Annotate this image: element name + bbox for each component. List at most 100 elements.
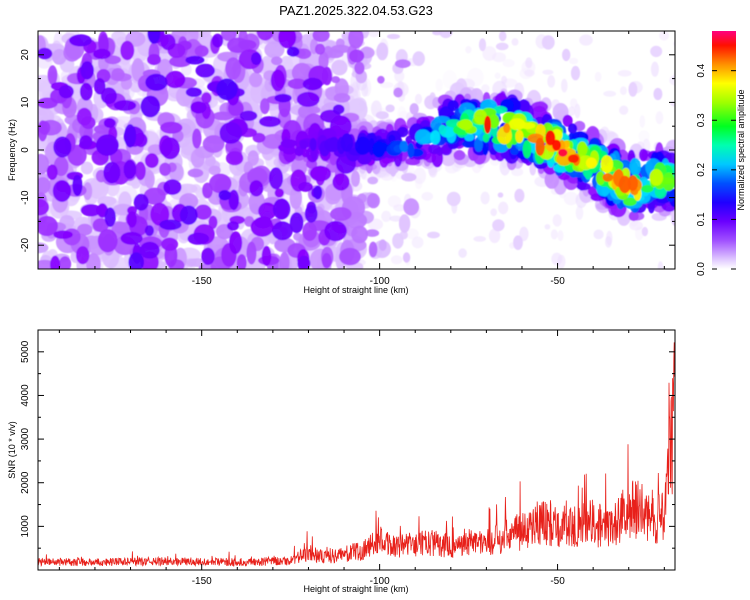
- heatmap-cell: [225, 57, 242, 80]
- heatmap-cell: [366, 193, 380, 209]
- heatmap-cell: [481, 84, 490, 93]
- heatmap-cell: [274, 93, 292, 103]
- snr-frame: [37, 329, 676, 571]
- heatmap-cell: [304, 205, 318, 223]
- heatmap-cell: [309, 165, 332, 182]
- heatmap-cell: [236, 254, 247, 269]
- heatmap-cell: [385, 104, 395, 113]
- heatmap-cell: [113, 100, 137, 111]
- heatmap-cell: [228, 189, 240, 211]
- heatmap-cell: [287, 46, 300, 57]
- colorbar-gradient: [712, 31, 736, 269]
- heatmap-cell: [401, 172, 417, 182]
- heatmap-cell: [299, 140, 309, 150]
- heatmap-cell: [378, 239, 387, 251]
- heatmap-cell: [447, 100, 459, 112]
- heatmap-cell: [552, 214, 562, 227]
- heatmap-cell: [219, 121, 243, 144]
- snr-series-line: [38, 342, 675, 568]
- heatmap-cell: [551, 252, 563, 266]
- y-tick-label: 20: [20, 49, 31, 61]
- heatmap-cell: [415, 129, 431, 145]
- y-tick-label: 4000: [20, 384, 31, 407]
- heatmap-cell: [272, 198, 291, 220]
- heatmap-cell: [330, 207, 352, 221]
- heatmap-cell: [669, 75, 675, 86]
- heatmap-cell: [38, 153, 50, 175]
- heatmap-cell: [271, 56, 283, 66]
- heatmap-cell: [544, 224, 551, 230]
- heatmap-cell: [552, 139, 561, 151]
- snr-background: [38, 330, 675, 570]
- heatmap-cell: [252, 132, 266, 143]
- heatmap-cell: [628, 82, 638, 97]
- heatmap-cell: [140, 95, 161, 118]
- heatmap-cell: [185, 55, 205, 65]
- heatmap-cell: [160, 137, 180, 160]
- heatmap-cell: [262, 133, 285, 149]
- heatmap-cell: [104, 207, 116, 227]
- heatmap-cell: [674, 242, 675, 248]
- heatmap-cell: [557, 148, 568, 157]
- heatmap-cell: [187, 168, 204, 178]
- heatmap-cell: [194, 45, 209, 57]
- heatmap-cell: [605, 236, 612, 248]
- heatmap-cell: [568, 154, 579, 163]
- heatmap-cell: [38, 242, 49, 254]
- heatmap-cell: [92, 218, 109, 233]
- heatmap-cell: [52, 49, 67, 65]
- heatmap-cell: [270, 69, 285, 92]
- snr-x-ticks: -150 -100 -50: [58, 330, 665, 587]
- heatmap-cell: [50, 255, 61, 269]
- y-tick-label: 1000: [20, 515, 31, 538]
- heatmap-cell: [378, 142, 389, 152]
- heatmap-cell: [53, 230, 73, 239]
- snr-y-label: SNR (10 * v/v): [7, 421, 17, 479]
- heatmap-cell: [575, 205, 584, 220]
- heatmap-cell: [324, 137, 341, 153]
- spectrogram-x-label: Height of straight line (km): [303, 285, 408, 295]
- heatmap-cell: [258, 202, 277, 220]
- heatmap-cell: [314, 43, 326, 55]
- heatmap-cell: [494, 72, 501, 79]
- heatmap-cell: [111, 68, 125, 81]
- heatmap-cell: [639, 115, 646, 128]
- y-tick-label: 10: [20, 96, 31, 108]
- heatmap-cell: [187, 232, 210, 245]
- x-tick-label: -100: [370, 576, 390, 587]
- heatmap-cell: [145, 73, 168, 91]
- heatmap-cell: [351, 225, 368, 244]
- heatmap-cell: [403, 198, 420, 216]
- heatmap-cell: [229, 231, 243, 255]
- colorbar-tick-label: 0.3: [696, 113, 707, 127]
- heatmap-cell: [139, 241, 160, 259]
- x-tick-label: -50: [550, 276, 565, 287]
- heatmap-cell: [124, 124, 137, 148]
- x-tick-label: -50: [550, 576, 565, 587]
- heatmap-cell: [133, 193, 149, 211]
- heatmap-cell: [453, 150, 466, 161]
- heatmap-cell: [497, 192, 504, 198]
- heatmap-cell: [128, 252, 144, 269]
- heatmap-cell: [484, 115, 492, 134]
- heatmap-cell: [72, 174, 83, 197]
- heatmap-cell: [309, 137, 317, 151]
- heatmap-cell: [482, 46, 497, 61]
- heatmap-cell: [159, 219, 182, 231]
- heatmap-cell: [657, 261, 664, 269]
- heatmap-cell: [238, 39, 257, 50]
- heatmap-cell: [202, 135, 225, 153]
- heatmap-cell: [202, 182, 213, 199]
- heatmap-cell: [131, 58, 145, 82]
- heatmap-cell: [368, 31, 380, 38]
- heatmap-cell: [289, 212, 304, 234]
- heatmap-cell: [438, 124, 447, 135]
- heatmap-cell: [513, 235, 523, 250]
- heatmap-cell: [280, 139, 298, 148]
- figure-title: PAZ1.2025.322.04.53.G23: [279, 3, 433, 18]
- heatmap-cell: [331, 59, 348, 76]
- heatmap-cell: [76, 246, 90, 265]
- heatmap-cell: [577, 141, 588, 157]
- heatmap-cell: [318, 51, 329, 71]
- heatmap-cell: [427, 231, 440, 239]
